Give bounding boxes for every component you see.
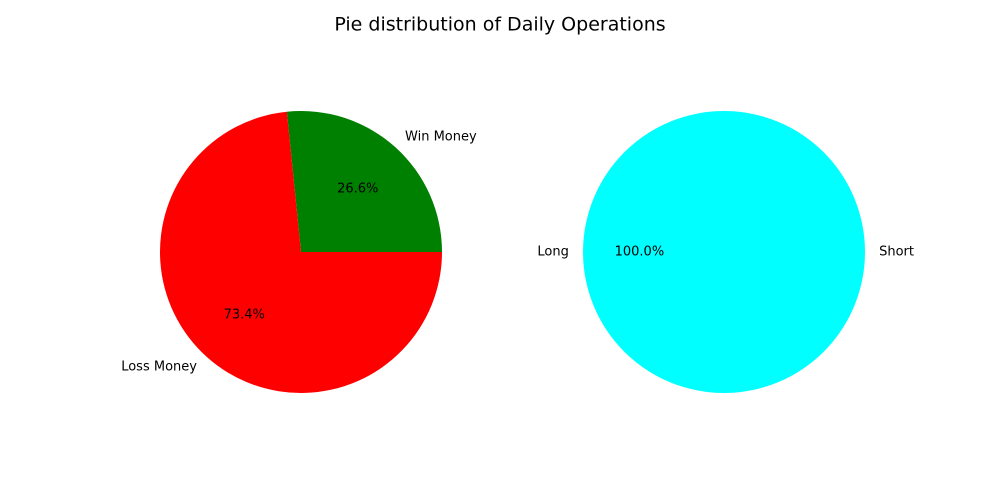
figure-title: Pie distribution of Daily Operations <box>334 14 665 36</box>
pie-chart-win-loss: Win Money 26.6% Loss Money 73.4% <box>121 111 477 393</box>
slice-label-short: Short <box>879 245 914 260</box>
slice-label-win-money: Win Money <box>405 129 477 144</box>
slice-percent-loss-money: 73.4% <box>224 307 265 322</box>
pie-slice-loss-money <box>160 111 442 393</box>
slice-percent-win-money: 26.6% <box>337 182 378 197</box>
pie-slice-win-money <box>286 111 442 252</box>
slice-label-loss-money: Loss Money <box>121 360 197 375</box>
slice-label-long: Long <box>537 245 568 260</box>
pie-slice-long <box>583 111 865 393</box>
slice-percent-long: 100.0% <box>615 245 665 260</box>
